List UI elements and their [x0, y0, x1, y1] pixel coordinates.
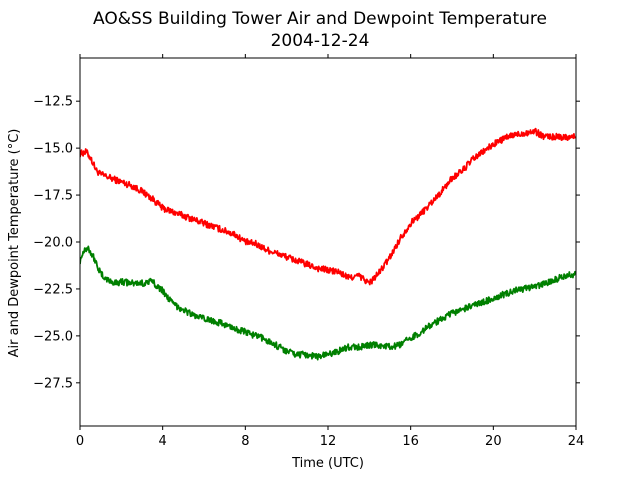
y-tick-label: −27.5 — [33, 376, 73, 391]
x-tick-label: 16 — [402, 434, 419, 449]
x-tick-label: 20 — [485, 434, 502, 449]
y-axis-label: Air and Dewpoint Temperature (°C) — [7, 129, 22, 358]
chart-subtitle: 2004-12-24 — [271, 31, 370, 51]
y-tick-label: −17.5 — [33, 189, 73, 204]
x-tick-label: 0 — [76, 434, 84, 449]
y-tick-label: −20.0 — [33, 236, 73, 251]
y-tick-label: −25.0 — [33, 329, 73, 344]
series-line-1 — [80, 127, 576, 286]
x-axis-label: Time (UTC) — [291, 456, 364, 471]
x-tick-label: 4 — [159, 434, 167, 449]
plot-frame — [79, 57, 577, 427]
y-tick-label: −22.5 — [33, 282, 73, 297]
x-tick-label: 8 — [241, 434, 249, 449]
y-tick-label: −12.5 — [33, 95, 73, 110]
chart-title: AO&SS Building Tower Air and Dewpoint Te… — [93, 9, 547, 29]
series-layer — [80, 127, 576, 361]
x-tick-label: 12 — [320, 434, 337, 449]
y-tick-label: −15.0 — [33, 142, 73, 157]
axes-layer: 0 4 8 12 16 20 24 −27.5 −25.0 −22.5 −20.0 −17.5 −15.… — [33, 54, 584, 449]
series-line-2 — [80, 245, 576, 361]
x-tick-label: 24 — [568, 434, 585, 449]
